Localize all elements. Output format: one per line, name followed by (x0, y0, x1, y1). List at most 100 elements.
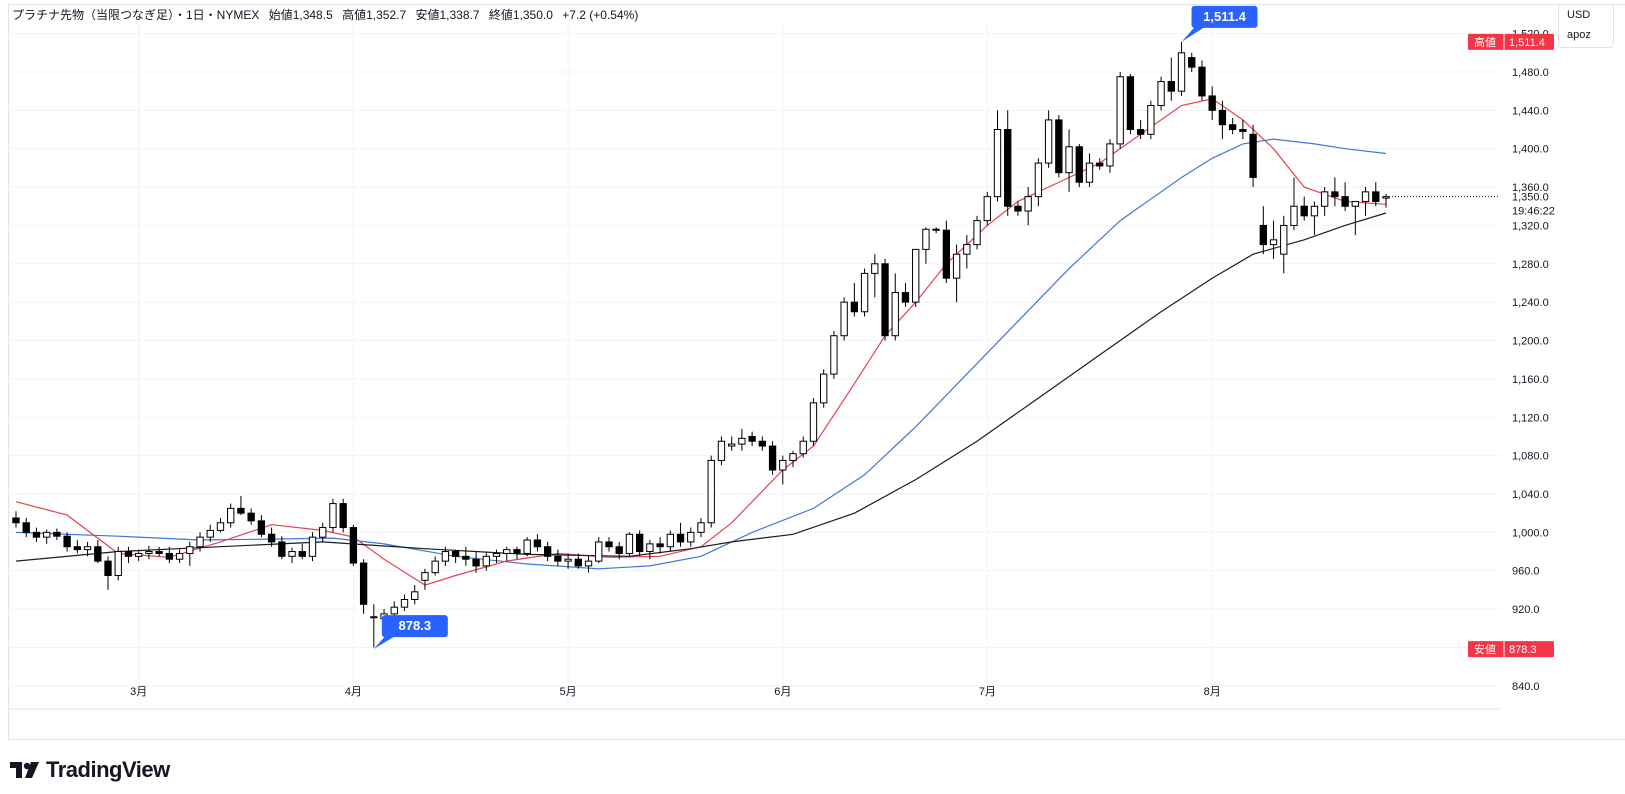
candle-body (1300, 205, 1308, 217)
price-callouts: 1,511.4 878.3 (373, 5, 1258, 650)
scale-settings[interactable]: USD apoz (1558, 4, 1614, 48)
candle (411, 585, 419, 605)
candle-body (533, 539, 542, 548)
candle-body (707, 459, 715, 524)
candle-body (584, 560, 593, 567)
candle-body (1310, 205, 1319, 217)
candle-body (431, 560, 439, 574)
candle (329, 498, 337, 533)
x-tick-label: 3月 (130, 686, 147, 698)
legend-title: プラチナ先物（当限つなぎ足）・1日・NYMEX (12, 8, 260, 22)
candle-body (298, 551, 306, 557)
candle-body (543, 546, 552, 557)
candle (758, 436, 767, 451)
candle (247, 508, 255, 525)
candle (993, 110, 1002, 202)
candle-body (359, 562, 368, 605)
candle-body (175, 552, 184, 560)
candle (717, 436, 726, 466)
candle (124, 546, 133, 564)
candle (94, 540, 102, 564)
candle-body (196, 536, 204, 548)
candle-body (32, 531, 41, 538)
time-axis: 3月 4月 5月 6月 7月 8月 (8, 686, 1500, 710)
candle-body (779, 459, 787, 471)
candle-body (697, 522, 705, 533)
high-badge-bg (1468, 33, 1554, 50)
candle-body (891, 292, 899, 337)
candle (523, 537, 531, 557)
candle (1259, 206, 1267, 255)
candle-body (482, 555, 490, 567)
candle-body (1136, 129, 1145, 135)
candle (625, 532, 634, 557)
candle-body (411, 591, 419, 600)
candle-body (963, 244, 971, 255)
candle-body (646, 543, 654, 553)
candle (267, 527, 276, 547)
candle-body (666, 533, 674, 548)
candle-body (124, 551, 133, 557)
user-label[interactable]: apoz (1567, 29, 1591, 41)
candle (1218, 100, 1227, 140)
candle (697, 517, 705, 538)
candle (707, 455, 715, 528)
candle-body (462, 555, 470, 560)
candle-body (1269, 239, 1278, 246)
candle (1106, 139, 1114, 173)
candle (1198, 60, 1206, 101)
candle-body (73, 546, 82, 551)
candle (1034, 158, 1043, 207)
candle-body (1249, 133, 1257, 178)
chart-legend: プラチナ先物（当限つなぎ足）・1日・NYMEX 始値1,348.5 高値1,35… (12, 6, 644, 24)
y-tick-label: 1,480.0 (1512, 67, 1549, 79)
candle (881, 258, 889, 341)
countdown-label: 19:46:22 (1512, 206, 1555, 218)
candle-body (830, 335, 838, 375)
candle (1300, 196, 1308, 221)
y-tick-label: 1,440.0 (1512, 105, 1549, 117)
candle-body (206, 529, 214, 538)
candle (145, 545, 153, 560)
y-tick-label: 1,360.0 (1512, 182, 1549, 194)
candle (431, 556, 439, 576)
candle-body (503, 549, 511, 554)
candle (779, 455, 787, 485)
legend-low: 安値1,338.7 (415, 8, 480, 22)
tradingview-logo[interactable]: TradingView (10, 756, 170, 784)
candle (891, 273, 899, 341)
candle (1280, 215, 1288, 274)
candle-body (901, 292, 910, 303)
candle (359, 559, 368, 614)
last-price-label: 1,350.0 (1512, 192, 1549, 204)
candle-body (400, 598, 409, 608)
candle-body (1116, 76, 1124, 145)
candle-body (1075, 146, 1083, 183)
candle (1228, 117, 1237, 135)
candle (22, 517, 30, 538)
candle-body (349, 527, 358, 564)
candle (298, 543, 306, 560)
currency-label[interactable]: USD (1567, 9, 1591, 21)
candle (615, 541, 623, 560)
candle (186, 541, 194, 566)
candle (237, 495, 245, 516)
candle (543, 541, 552, 562)
candle-body (881, 263, 889, 337)
candle (605, 537, 613, 552)
candle-body (1167, 81, 1175, 92)
candle (820, 369, 828, 408)
candle-body (288, 551, 296, 557)
candle (1382, 194, 1390, 208)
candle-body (1034, 162, 1043, 198)
candle-body (615, 546, 623, 554)
candle (43, 529, 51, 544)
candle (1188, 52, 1196, 72)
candle (227, 503, 235, 528)
candle-body (922, 228, 930, 250)
candle-body (1280, 224, 1288, 255)
y-tick-label: 1,000.0 (1512, 527, 1549, 539)
candle (1320, 187, 1329, 216)
candle (1085, 153, 1094, 188)
